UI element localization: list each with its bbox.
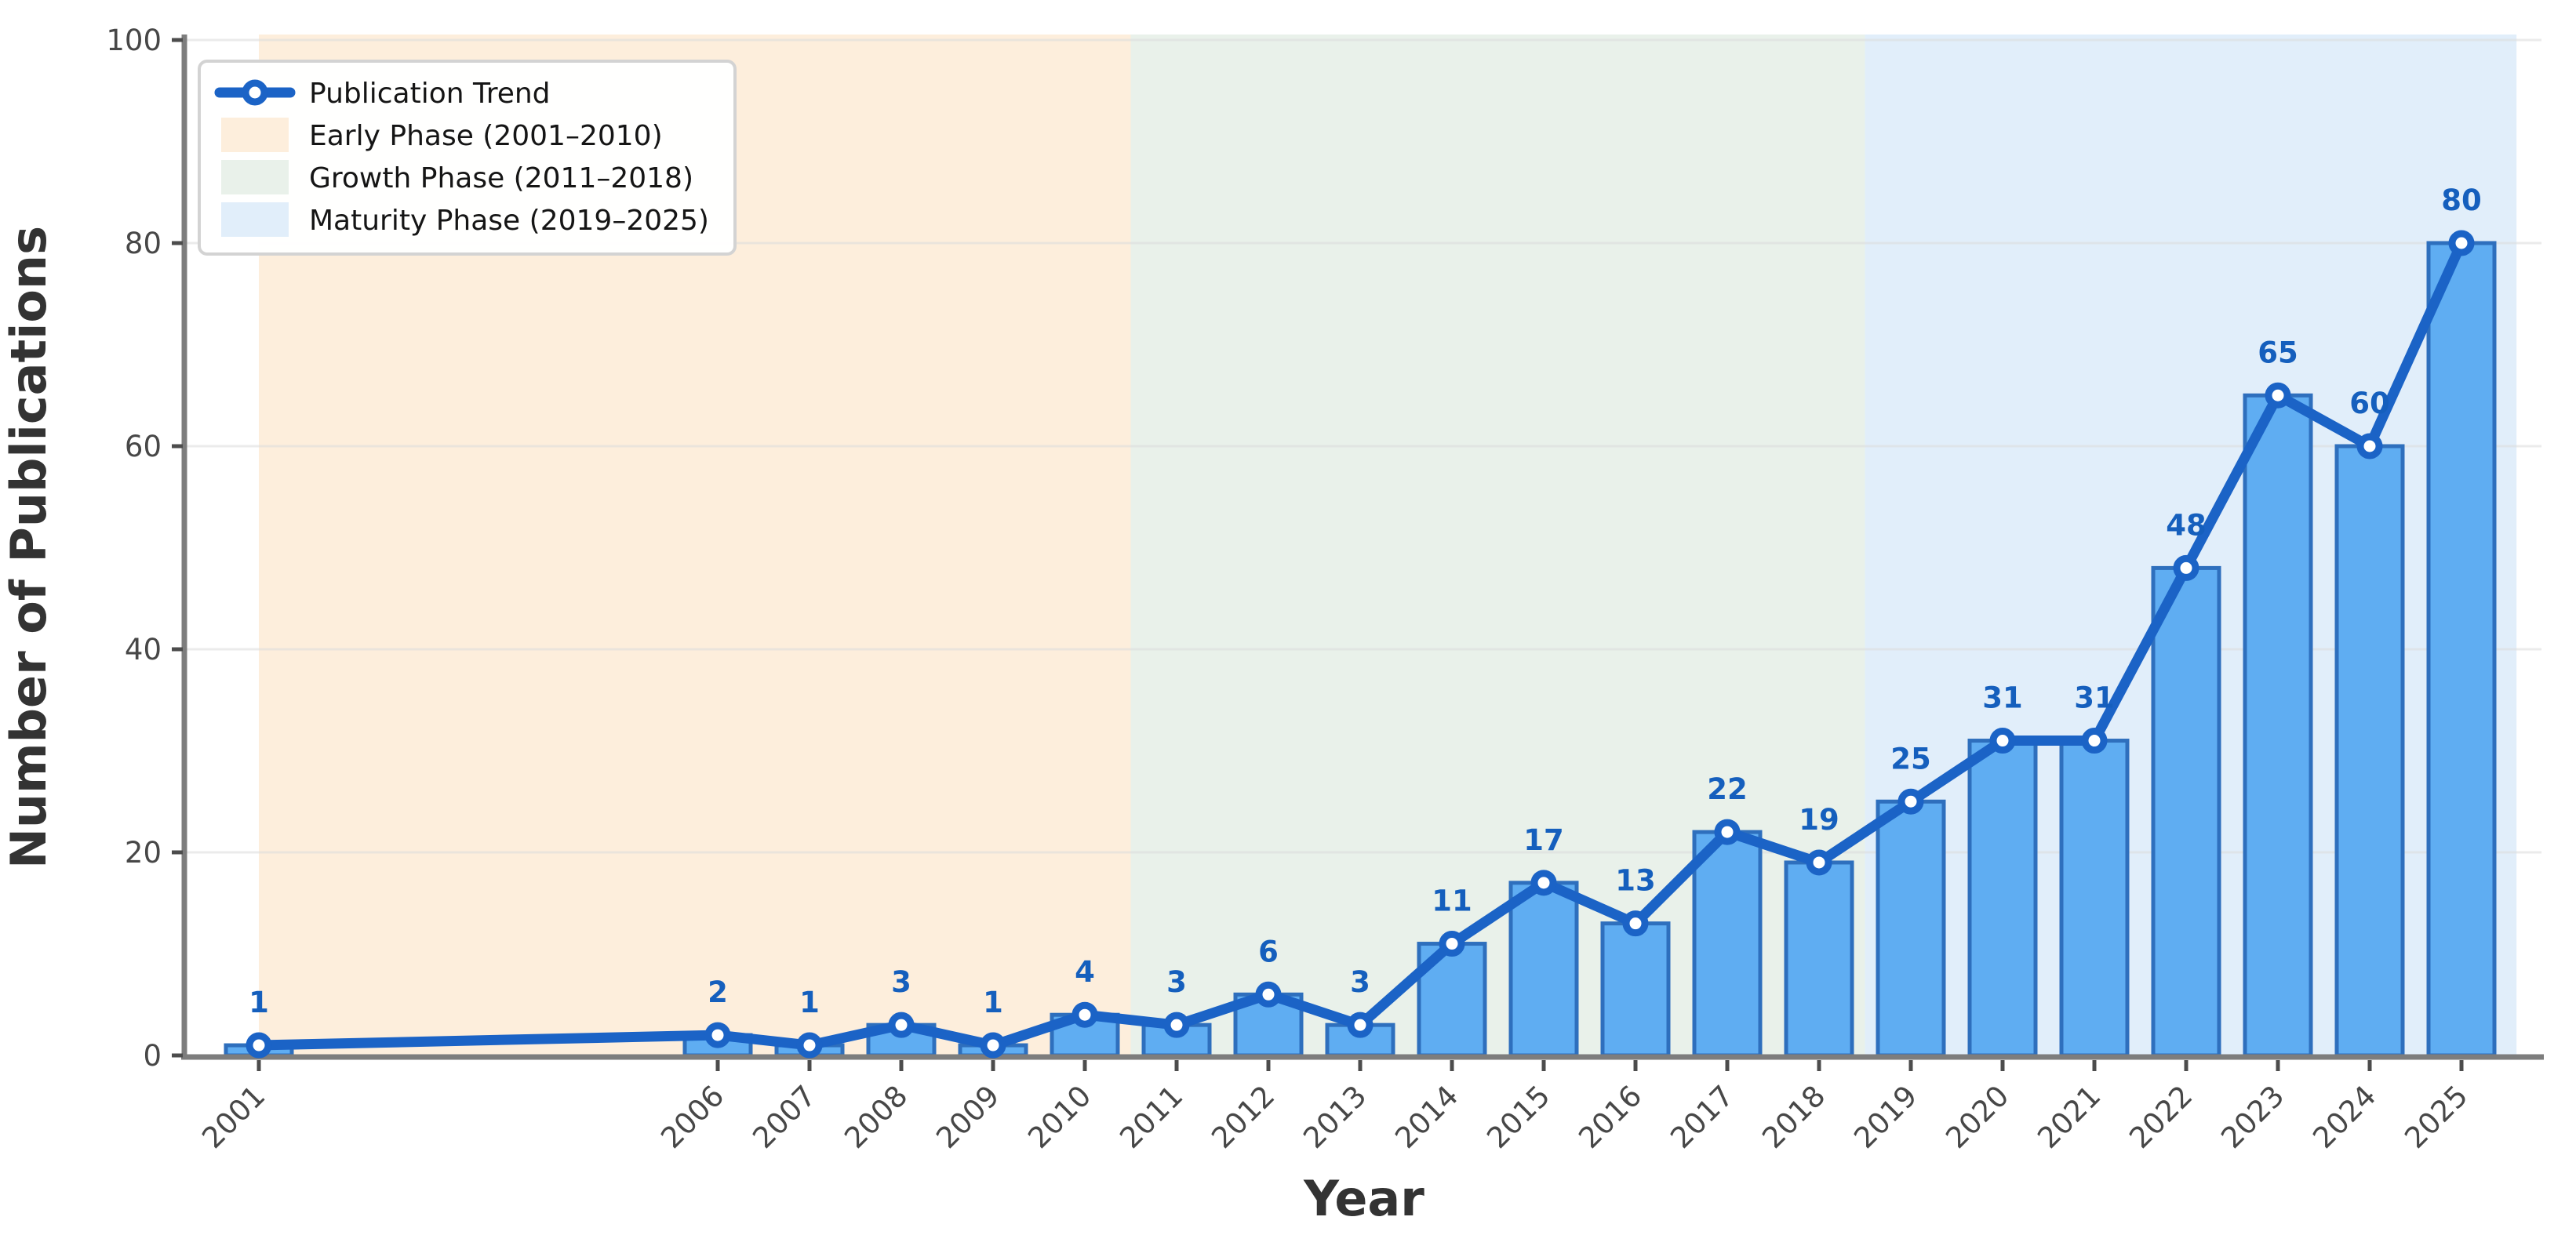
- y-tick-label-20: 20: [125, 836, 162, 870]
- y-tick-label-60: 60: [125, 430, 162, 463]
- x-tick-label-2016: 2016: [1572, 1079, 1648, 1155]
- axis-spines: [181, 35, 2544, 1060]
- value-label-2010: 4: [1075, 955, 1095, 989]
- value-label-2007: 1: [799, 986, 820, 1019]
- legend: Publication Trend Early Phase (2001–2010)…: [198, 60, 737, 256]
- value-label-2024: 60: [2349, 387, 2390, 420]
- y-tick-label-0: 0: [143, 1039, 162, 1073]
- y-tick-label-40: 40: [125, 633, 162, 667]
- value-label-2018: 19: [1799, 803, 1839, 837]
- data-point-marker-2001: [246, 1032, 272, 1059]
- value-label-2012: 6: [1258, 935, 1279, 968]
- x-tick-label-2025: 2025: [2398, 1079, 2474, 1155]
- y-tick-label-80: 80: [125, 227, 162, 260]
- bar-2018: [1784, 860, 1854, 1058]
- value-label-2016: 13: [1615, 864, 1656, 898]
- data-point-marker-2024: [2356, 433, 2383, 459]
- x-tick-label-2019: 2019: [1847, 1079, 1923, 1155]
- data-point-marker-2014: [1439, 931, 1465, 957]
- value-label-2008: 3: [891, 965, 911, 999]
- bar-2023: [2243, 393, 2313, 1058]
- value-label-2019: 25: [1890, 742, 1931, 776]
- bar-2024: [2334, 444, 2405, 1058]
- data-point-marker-2010: [1072, 1001, 1098, 1028]
- data-point-marker-2011: [1163, 1012, 1190, 1038]
- bar-2017: [1692, 830, 1763, 1058]
- bar-2020: [1967, 739, 2038, 1058]
- data-point-marker-2018: [1806, 849, 1832, 876]
- data-point-markers: [246, 230, 2475, 1059]
- value-label-2013: 3: [1350, 965, 1370, 999]
- x-tick-label-2010: 2010: [1021, 1079, 1097, 1155]
- data-point-marker-2008: [888, 1012, 915, 1038]
- x-tick-label-2006: 2006: [654, 1079, 730, 1155]
- value-label-2023: 65: [2258, 336, 2298, 369]
- x-tick-label-2024: 2024: [2306, 1079, 2382, 1155]
- value-label-2006: 2: [708, 975, 728, 1009]
- bar-2019: [1876, 799, 1946, 1058]
- data-point-marker-2021: [2081, 728, 2108, 754]
- data-point-marker-2015: [1530, 870, 1557, 896]
- legend-label-3: Maturity Phase (2019–2025): [309, 205, 709, 237]
- bar-2016: [1600, 921, 1671, 1058]
- value-label-2009: 1: [983, 986, 1003, 1019]
- value-label-2022: 48: [2166, 508, 2207, 542]
- x-tick-label-2001: 2001: [195, 1079, 271, 1155]
- gridlines: [184, 38, 2541, 854]
- bar-2015: [1508, 881, 1579, 1058]
- x-tick-label-2011: 2011: [1113, 1079, 1189, 1155]
- value-label-2015: 17: [1523, 823, 1564, 857]
- x-tick-label-2007: 2007: [746, 1079, 822, 1155]
- x-tick-label-2017: 2017: [1664, 1079, 1740, 1155]
- x-tick-label-2018: 2018: [1756, 1079, 1832, 1155]
- bar-2022: [2151, 565, 2221, 1058]
- value-label-2020: 31: [1982, 681, 2023, 715]
- value-label-2011: 3: [1166, 965, 1187, 999]
- legend-marker-sample: [242, 79, 268, 106]
- data-point-marker-2016: [1622, 910, 1649, 937]
- legend-label-1: Early Phase (2001–2010): [309, 120, 663, 152]
- x-tick-label-2008: 2008: [838, 1079, 914, 1155]
- tick-marks: [172, 38, 2464, 1071]
- x-tick-label-2022: 2022: [2123, 1079, 2199, 1155]
- x-tick-label-2013: 2013: [1297, 1079, 1373, 1155]
- data-point-marker-2022: [2173, 554, 2199, 581]
- data-point-marker-2009: [980, 1032, 1006, 1059]
- legend-label-2: Growth Phase (2011–2018): [309, 162, 693, 194]
- x-axis-title: Year: [1303, 1170, 1424, 1227]
- y-tick-label-100: 100: [106, 24, 162, 57]
- bar-2025: [2426, 241, 2497, 1058]
- data-point-marker-2013: [1347, 1012, 1374, 1038]
- x-tick-label-2009: 2009: [930, 1079, 1006, 1155]
- x-tick-label-2015: 2015: [1480, 1079, 1556, 1155]
- x-tick-label-2023: 2023: [2214, 1079, 2290, 1155]
- data-point-marker-2006: [704, 1022, 731, 1048]
- data-point-marker-2025: [2448, 230, 2475, 256]
- data-point-marker-2012: [1255, 981, 1282, 1008]
- x-tick-label-2021: 2021: [2031, 1079, 2107, 1155]
- legend-box: [198, 60, 737, 256]
- bar-2021: [2059, 739, 2130, 1058]
- legend-swatch-2: [221, 160, 289, 194]
- legend-label-0: Publication Trend: [309, 78, 551, 110]
- data-point-marker-2007: [796, 1032, 823, 1059]
- value-label-2014: 11: [1432, 884, 1472, 918]
- x-tick-label-2014: 2014: [1388, 1079, 1464, 1155]
- legend-swatch-1: [221, 118, 289, 152]
- legend-swatch-3: [221, 202, 289, 237]
- value-label-2017: 22: [1707, 772, 1748, 806]
- data-point-marker-2023: [2265, 382, 2291, 409]
- x-tick-label-2012: 2012: [1205, 1079, 1281, 1155]
- value-label-2021: 31: [2074, 681, 2115, 715]
- x-tick-label-2020: 2020: [1939, 1079, 2015, 1155]
- data-point-marker-2020: [1989, 728, 2016, 754]
- value-label-2001: 1: [249, 986, 269, 1019]
- data-point-marker-2017: [1714, 819, 1741, 845]
- value-label-2025: 80: [2441, 183, 2482, 217]
- data-point-marker-2019: [1897, 788, 1924, 815]
- y-axis-title: Number of Publications: [0, 226, 57, 869]
